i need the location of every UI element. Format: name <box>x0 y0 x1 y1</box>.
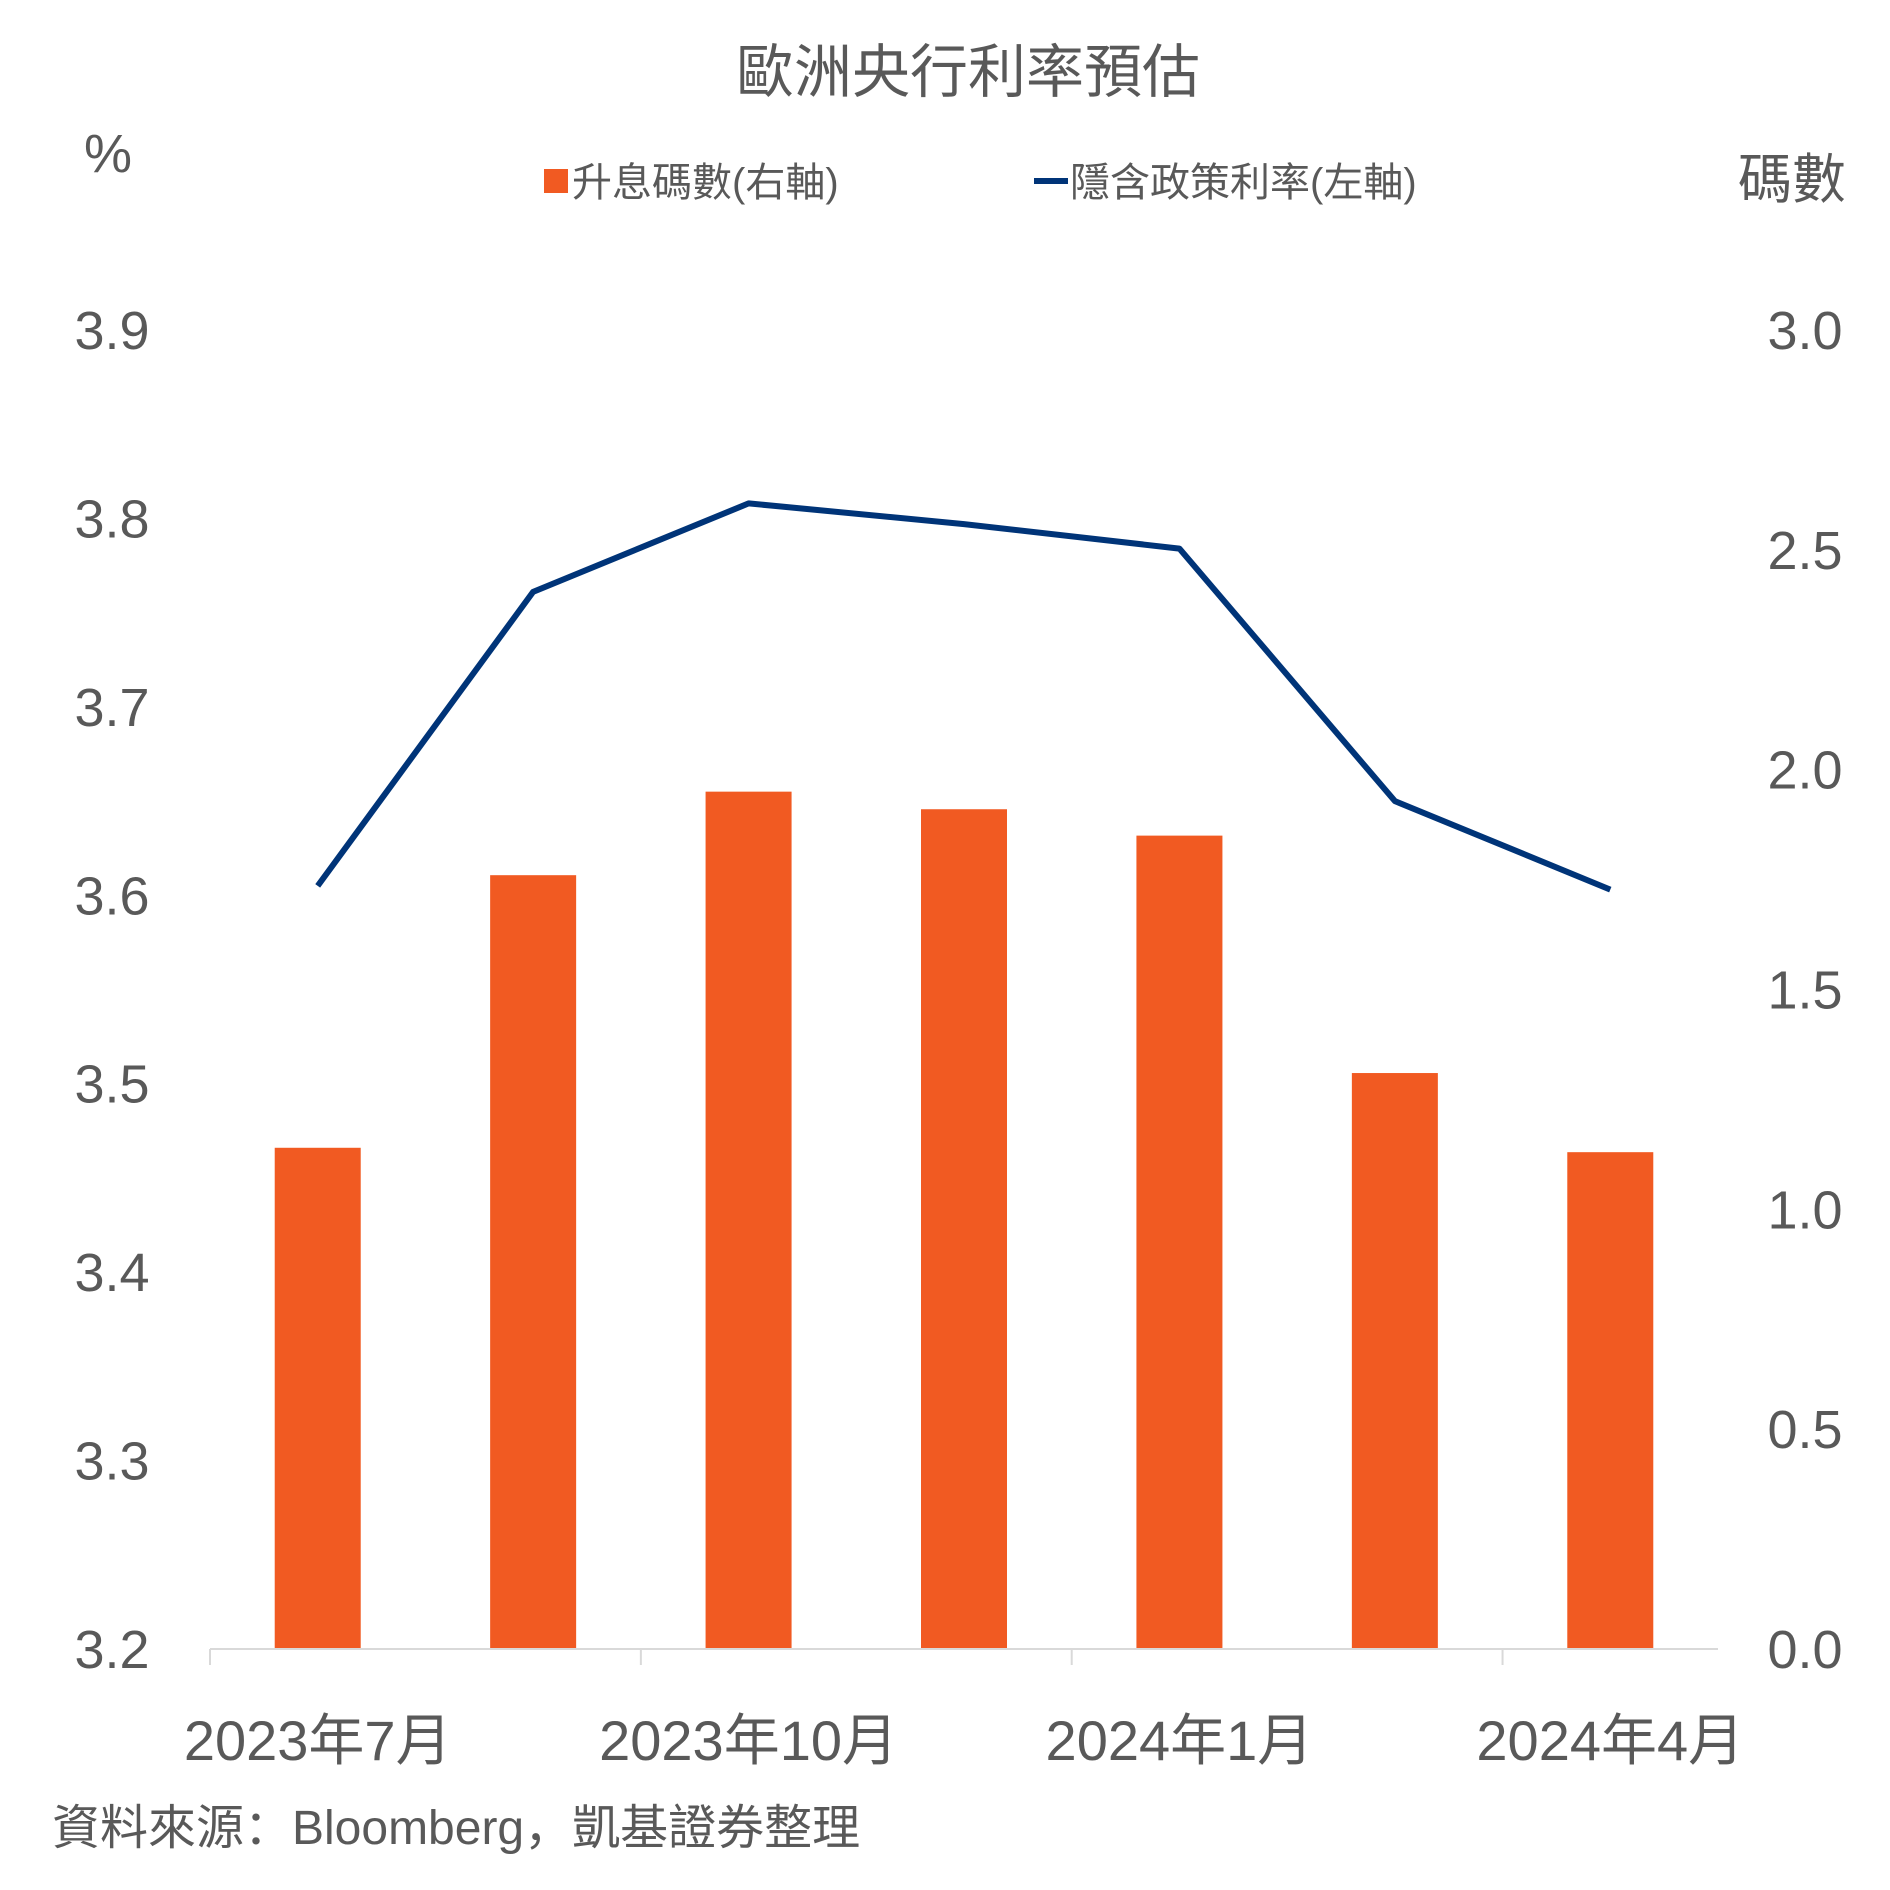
x-axis-tick-marks <box>209 1649 1504 1665</box>
legend-line-label: 隱含政策利率(左軸) <box>1070 161 1417 205</box>
right-axis-tick-label: 1.5 <box>1767 961 1842 1021</box>
right-axis-unit: 碼數 <box>1738 150 1846 210</box>
left-axis-tick-label: 3.9 <box>74 301 149 361</box>
right-axis-tick-label: 3.0 <box>1767 301 1842 361</box>
left-axis-tick-label: 3.2 <box>74 1620 149 1680</box>
line-series-group <box>315 500 1612 893</box>
legend: 升息碼數(右軸) 隱含政策利率(左軸) <box>544 161 1417 205</box>
x-axis-tick-label: 2024年4月 <box>1476 1709 1744 1772</box>
bar <box>490 875 577 1649</box>
bar <box>274 1147 361 1649</box>
left-axis-unit: % <box>84 124 132 184</box>
source-note: 資料來源：Bloomberg，凱基證券整理 <box>52 1802 860 1855</box>
line-series <box>315 500 1612 893</box>
left-axis-tick-label: 3.3 <box>74 1432 149 1492</box>
chart-title: 歐洲央行利率預估 <box>736 40 1200 105</box>
right-axis-tick-label: 2.0 <box>1767 741 1842 801</box>
left-axis-tick-label: 3.7 <box>74 678 149 738</box>
left-axis-tick-label: 3.5 <box>74 1055 149 1115</box>
legend-bar-swatch <box>544 169 568 193</box>
x-axis-tick-label: 2023年10月 <box>599 1709 898 1772</box>
right-axis-tick-label: 1.0 <box>1767 1180 1842 1240</box>
bar <box>1136 835 1223 1649</box>
bar <box>1567 1152 1654 1649</box>
bar <box>705 791 792 1649</box>
bar <box>921 809 1007 1649</box>
left-axis-tick-label: 3.6 <box>74 866 149 926</box>
left-axis-tick-label: 3.8 <box>74 489 149 549</box>
left-axis-tick-label: 3.4 <box>74 1243 149 1303</box>
left-axis-ticks: 3.9 3.8 3.7 3.6 3.5 3.4 3.3 3.2 <box>74 301 149 1680</box>
bar-series <box>274 791 1654 1649</box>
right-axis-ticks: 3.0 2.5 2.0 1.5 1.0 0.5 0.0 <box>1767 301 1842 1680</box>
x-axis-labels: 2023年7月 2023年10月 2024年1月 2024年4月 <box>184 1709 1744 1772</box>
legend-bar-label: 升息碼數(右軸) <box>572 161 839 205</box>
right-axis-tick-label: 0.5 <box>1767 1400 1842 1460</box>
x-axis-tick-label: 2023年7月 <box>184 1709 452 1772</box>
x-axis-tick-label: 2024年1月 <box>1046 1709 1314 1772</box>
right-axis-tick-label: 2.5 <box>1767 521 1842 581</box>
right-axis-tick-label: 0.0 <box>1767 1620 1842 1680</box>
bar <box>1351 1073 1438 1649</box>
